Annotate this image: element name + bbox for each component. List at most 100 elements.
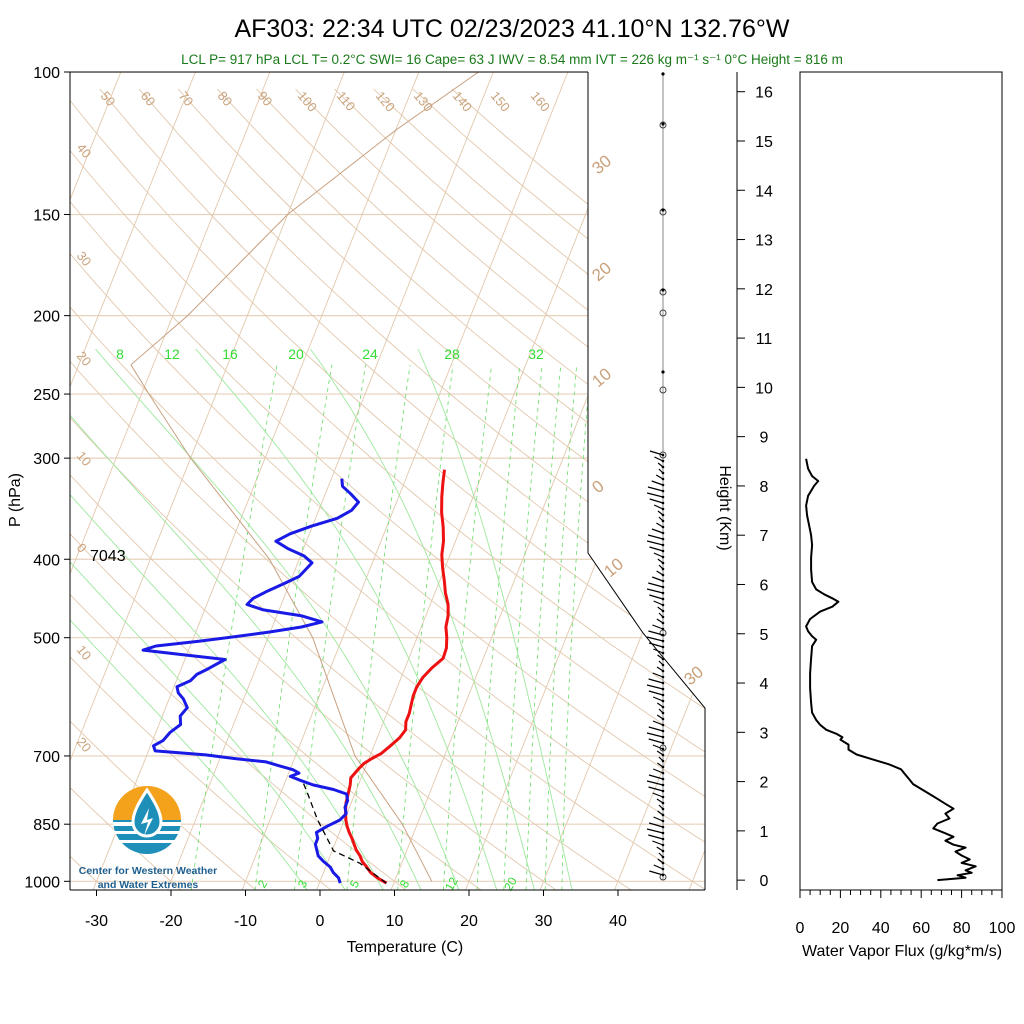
- wind-barb: [648, 582, 664, 588]
- y-tick-label: 100: [33, 65, 60, 82]
- wind-dot: [661, 675, 665, 679]
- wind-dot: [661, 555, 665, 559]
- x-tick-label: -10: [234, 913, 257, 930]
- wind-dot: [661, 789, 665, 793]
- wind-dot: [661, 801, 665, 805]
- wind-dot: [661, 723, 665, 727]
- dry-adiabat-line: [70, 88, 569, 890]
- dry-adiabat-label: 10: [74, 642, 95, 663]
- mixing-ratio-line: [525, 364, 562, 890]
- wind-dot: [661, 513, 665, 517]
- mixing-ratio-label: 3: [295, 877, 311, 890]
- dewpoint-profile: [141, 478, 360, 884]
- wind-barb: [649, 546, 664, 552]
- height-tick-label: 8: [760, 479, 769, 496]
- dry-adiabat-line: [177, 88, 705, 890]
- wind-dot: [661, 525, 665, 529]
- wind-barb: [648, 726, 664, 732]
- y-tick-label: 400: [33, 552, 60, 569]
- wind-dot: [661, 531, 665, 535]
- skew-t-axes: -30 -20 -10 0 10 20 30 401000850700500400300250…: [24, 65, 705, 930]
- wind-dot: [661, 495, 665, 499]
- isotherm-line: [157, 72, 509, 890]
- wind-dot: [661, 681, 665, 685]
- height-tick-label: 6: [760, 577, 769, 594]
- flux-tick-label: 20: [832, 920, 850, 937]
- wind-dot: [661, 459, 665, 463]
- mixing-ratio-line: [503, 364, 543, 890]
- plot-frame: [587, 72, 706, 890]
- wind-dot: [661, 561, 665, 565]
- temperature-profile: [344, 469, 450, 885]
- moist-adiabat-label: 30: [680, 662, 707, 689]
- dry-adiabat-line: [138, 88, 705, 890]
- wind-dot: [661, 843, 665, 847]
- height-tick-label: 12: [755, 282, 773, 299]
- mixing-ratio-label: 12: [164, 346, 180, 362]
- y-axis-label: P (hPa): [7, 473, 24, 527]
- wind-dot: [661, 867, 665, 871]
- moist-adiabat-line: [70, 348, 389, 890]
- wind-barb: [652, 576, 664, 582]
- dry-adiabat-line: [70, 88, 705, 890]
- dry-adiabat-line: [256, 88, 705, 890]
- mixing-ratio-label: 8: [397, 877, 413, 890]
- dry-adiabat-line: [70, 88, 705, 890]
- isotherm-line: [70, 72, 137, 890]
- reference-curve: [130, 72, 479, 882]
- isotherm-label: 150: [488, 88, 513, 114]
- wind-barb: [648, 822, 664, 828]
- wind-barb: [649, 498, 664, 504]
- height-tick-label: 0: [760, 873, 769, 890]
- wind-dot: [661, 693, 665, 697]
- wind-barb: [649, 450, 664, 456]
- wind-dot: [661, 705, 665, 709]
- moist-adiabat-line: [70, 348, 426, 890]
- isotherm-line: [380, 72, 705, 890]
- wind-dot: [661, 72, 665, 76]
- wind-dot: [661, 753, 665, 757]
- chart-title: AF303: 22:34 UTC 02/23/2023 41.10°N 132.…: [234, 15, 789, 43]
- flux-plot-frame: [799, 71, 1003, 891]
- sounding-profiles: [141, 469, 450, 885]
- wind-dot: [661, 819, 665, 823]
- flux-tick-label: 60: [912, 920, 930, 937]
- wind-barb: [653, 504, 664, 510]
- x-tick-label: 40: [609, 913, 627, 930]
- wind-dot: [661, 597, 665, 601]
- flux-tick-label: 40: [872, 920, 890, 937]
- mixing-ratio-line: [253, 364, 333, 890]
- height-tick-label: 9: [760, 430, 769, 447]
- wind-level-circle: [659, 121, 667, 129]
- wind-dot: [661, 651, 665, 655]
- mixing-ratio-line: [442, 364, 492, 890]
- moist-adiabat-line: [70, 348, 314, 890]
- parcel-profile: [301, 779, 387, 884]
- height-tick-label: 1: [760, 824, 769, 841]
- wind-dot: [661, 483, 665, 487]
- chart-subtitle: LCL P= 917 hPa LCL T= 0.2°C SWI= 16 Cape…: [181, 52, 843, 67]
- wind-dot: [661, 122, 665, 126]
- flux-profile: [805, 458, 977, 882]
- wind-barb: [652, 696, 664, 702]
- dry-adiabat-line: [70, 88, 645, 890]
- wind-dot: [661, 825, 665, 829]
- wind-barb: [652, 792, 664, 798]
- wind-dot: [661, 633, 665, 637]
- dry-adiabat-line: [70, 88, 494, 890]
- wind-barb: [653, 600, 664, 606]
- wind-dot: [661, 747, 665, 751]
- wind-dot: [661, 573, 665, 577]
- wind-dot: [661, 615, 665, 619]
- dry-adiabat-line: [70, 88, 342, 890]
- wind-barb: [653, 864, 664, 870]
- height-tick-label: 13: [755, 233, 773, 250]
- moist-adiabat-label: 20: [588, 258, 615, 285]
- flux-tick-label: 80: [953, 920, 971, 937]
- y-tick-label: 850: [33, 817, 60, 834]
- isotherm-label: 80: [215, 88, 236, 109]
- wind-barb: [653, 768, 664, 774]
- wind-dot: [661, 603, 665, 607]
